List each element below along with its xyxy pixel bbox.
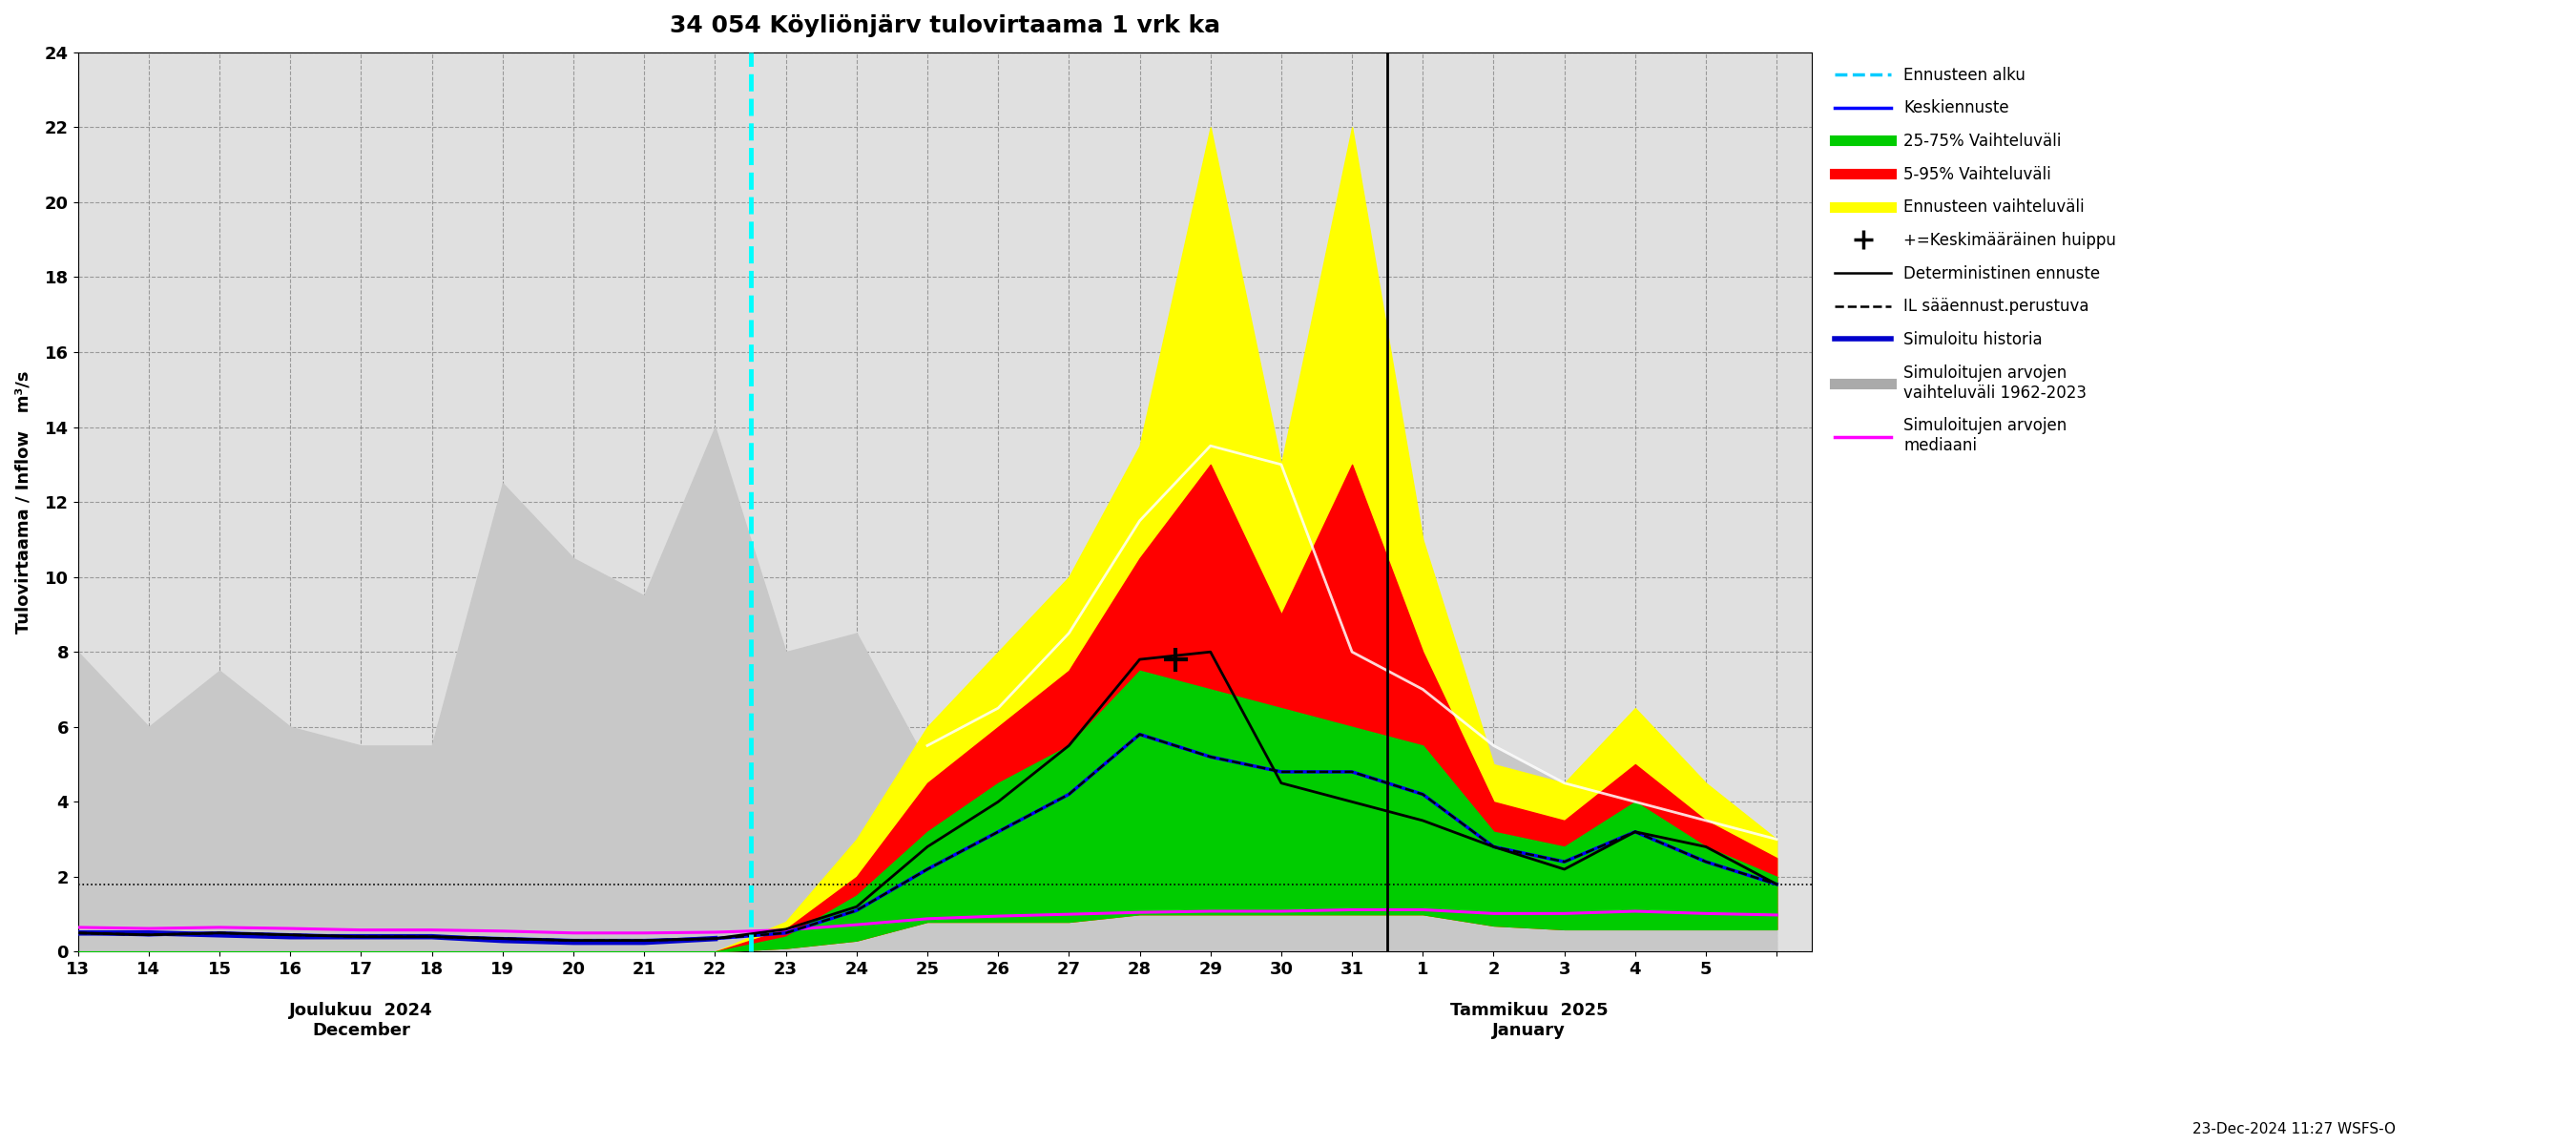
- Y-axis label: Tulovirtaama / Inflow   m³/s: Tulovirtaama / Inflow m³/s: [15, 371, 31, 633]
- Text: Tammikuu  2025
January: Tammikuu 2025 January: [1450, 1002, 1607, 1040]
- Text: Joulukuu  2024
December: Joulukuu 2024 December: [289, 1002, 433, 1040]
- Title: 34 054 Köyliönjärv tulovirtaama 1 vrk ka: 34 054 Köyliönjärv tulovirtaama 1 vrk ka: [670, 14, 1221, 37]
- Text: 23-Dec-2024 11:27 WSFS-O: 23-Dec-2024 11:27 WSFS-O: [2192, 1122, 2396, 1136]
- Legend: Ennusteen alku, Keskiennuste, 25-75% Vaihteluväli, 5-95% Vaihteluväli, Ennusteen: Ennusteen alku, Keskiennuste, 25-75% Vai…: [1829, 61, 2123, 460]
